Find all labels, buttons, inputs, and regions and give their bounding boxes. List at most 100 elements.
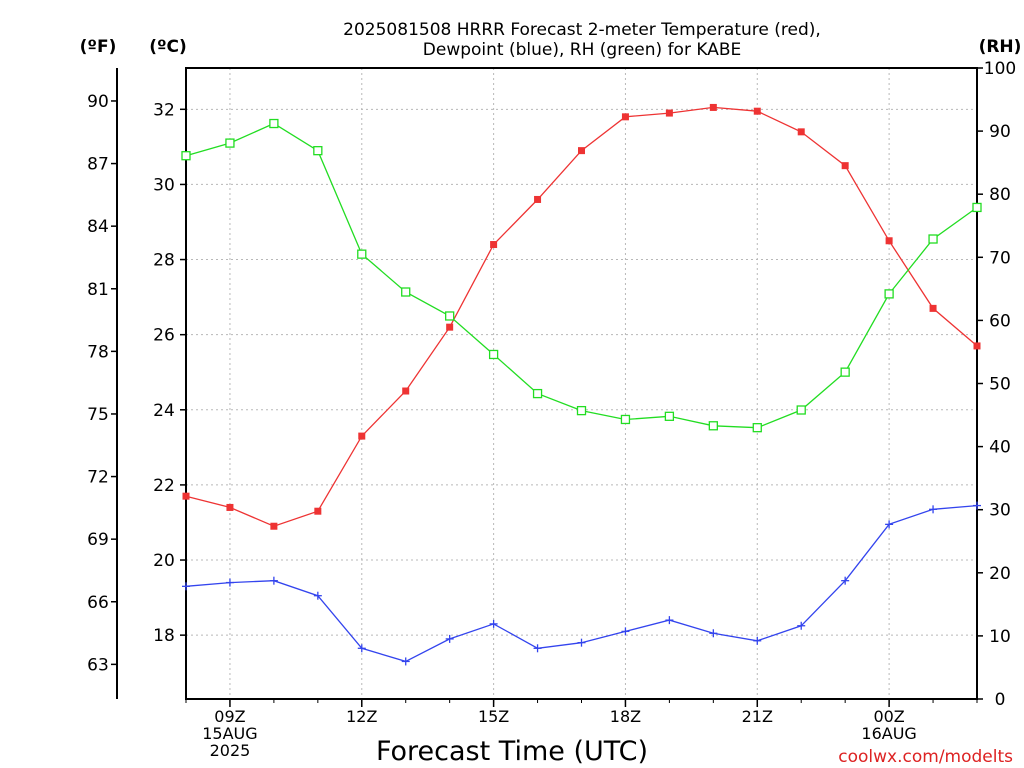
dewpoint-point <box>665 616 674 625</box>
temperature-line <box>185 106 978 527</box>
rh-tick-label: 70 <box>989 248 1011 268</box>
rh-tick-label: 60 <box>989 311 1011 331</box>
series-dewpoint <box>182 501 981 666</box>
dewpoint-point <box>577 638 586 647</box>
rh-point <box>576 405 587 416</box>
rh-point <box>884 289 894 299</box>
rh-tick-label: 30 <box>989 501 1011 521</box>
fahrenheit-tick-label: 69 <box>87 530 109 550</box>
celsius-tick-label: 32 <box>153 100 175 120</box>
x-tick-label: 00Z <box>873 707 904 726</box>
rh-point <box>972 202 982 213</box>
x-tick-label: 16AUG <box>861 724 916 743</box>
temperature-point <box>665 109 673 117</box>
temperature-point <box>534 195 542 203</box>
rh-tick-label: 20 <box>989 564 1011 584</box>
dewpoint-line <box>185 504 978 663</box>
dewpoint-point <box>753 636 762 645</box>
x-axis-label: Forecast Time (UTC) <box>376 736 648 767</box>
temperature-point <box>621 113 629 121</box>
rh-point <box>664 411 675 421</box>
series-temperature <box>182 103 981 530</box>
rh-tick-label: 80 <box>989 185 1011 205</box>
dewpoint-point <box>489 619 498 628</box>
dewpoint-point <box>313 591 322 600</box>
temperature-point <box>182 492 190 500</box>
x-tick-label: 15Z <box>478 707 509 726</box>
temperature-point <box>797 128 805 136</box>
fahrenheit-tick-label: 63 <box>87 655 109 675</box>
plot-frame <box>185 67 978 700</box>
fahrenheit-unit-label: (ºF) <box>80 37 117 57</box>
rh-point <box>313 146 323 156</box>
text-layer: 2025081508 HRRR Forecast 2-meter Tempera… <box>80 20 1022 767</box>
dewpoint-point <box>269 576 278 585</box>
dewpoint-point <box>709 629 718 638</box>
rh-point <box>445 311 455 321</box>
dewpoint-point <box>973 501 981 510</box>
dewpoint-point <box>357 644 366 653</box>
fahrenheit-tick-label: 81 <box>87 280 109 300</box>
dewpoint-point <box>621 627 630 636</box>
dewpoint-point <box>533 644 542 653</box>
fahrenheit-tick-label: 87 <box>87 155 109 175</box>
rh-line <box>185 122 978 429</box>
rh-tick-label: 90 <box>989 122 1011 142</box>
dewpoint-point <box>182 582 190 591</box>
rh-tick-label: 40 <box>989 438 1011 458</box>
temperature-point <box>226 503 234 511</box>
dewpoint-point <box>797 621 806 630</box>
gridlines <box>186 68 977 699</box>
dewpoint-point <box>401 657 410 666</box>
celsius-tick-label: 26 <box>153 326 175 346</box>
dewpoint-point <box>841 576 850 585</box>
fahrenheit-tick-label: 90 <box>87 92 109 112</box>
temperature-point <box>314 507 322 515</box>
temperature-point <box>270 522 278 530</box>
rh-tick-label: 100 <box>984 59 1016 79</box>
celsius-unit-label: (ºC) <box>149 37 187 57</box>
temperature-point <box>490 241 498 249</box>
rh-point <box>752 423 762 433</box>
temperature-point <box>973 342 981 350</box>
watermark: coolwx.com/modelts <box>838 747 1013 767</box>
fahrenheit-tick-label: 66 <box>87 593 109 613</box>
rh-tick-label: 50 <box>989 375 1011 395</box>
rh-tick-label: 10 <box>989 627 1011 647</box>
dewpoint-point <box>929 505 938 514</box>
dewpoint-point <box>445 634 454 643</box>
chart-subtitle: Dewpoint (blue), RH (green) for KABE <box>423 40 741 60</box>
dewpoint-point <box>885 520 894 529</box>
celsius-tick-label: 22 <box>153 476 175 496</box>
celsius-tick-label: 20 <box>153 551 175 571</box>
temperature-point <box>885 237 893 245</box>
rh-unit-label: (RH) <box>979 37 1022 57</box>
fahrenheit-tick-label: 78 <box>87 342 109 362</box>
fahrenheit-tick-label: 84 <box>87 217 109 237</box>
temperature-point <box>753 107 761 115</box>
temperature-point <box>578 147 585 155</box>
x-tick-label: 18Z <box>610 707 641 726</box>
fahrenheit-tick-label: 72 <box>87 468 109 488</box>
x-tick-label: 12Z <box>346 707 377 726</box>
series-rh <box>181 118 982 433</box>
temperature-point <box>929 304 937 312</box>
plot-border <box>185 67 978 700</box>
chart-title: 2025081508 HRRR Forecast 2-meter Tempera… <box>343 20 821 40</box>
celsius-tick-label: 30 <box>153 175 175 195</box>
rh-point <box>357 249 367 259</box>
temperature-point <box>402 387 410 395</box>
x-tick-label: 21Z <box>742 707 773 726</box>
celsius-tick-label: 28 <box>153 251 175 271</box>
rh-point <box>796 405 806 415</box>
celsius-tick-label: 18 <box>153 626 175 646</box>
rh-point <box>225 138 235 148</box>
rh-point <box>181 151 191 161</box>
dewpoint-point <box>225 578 234 587</box>
rh-point <box>401 287 411 297</box>
rh-point <box>620 414 631 425</box>
fahrenheit-tick-label: 75 <box>87 405 109 425</box>
x-tick-label: 15AUG <box>202 724 257 743</box>
temperature-point <box>358 432 366 440</box>
